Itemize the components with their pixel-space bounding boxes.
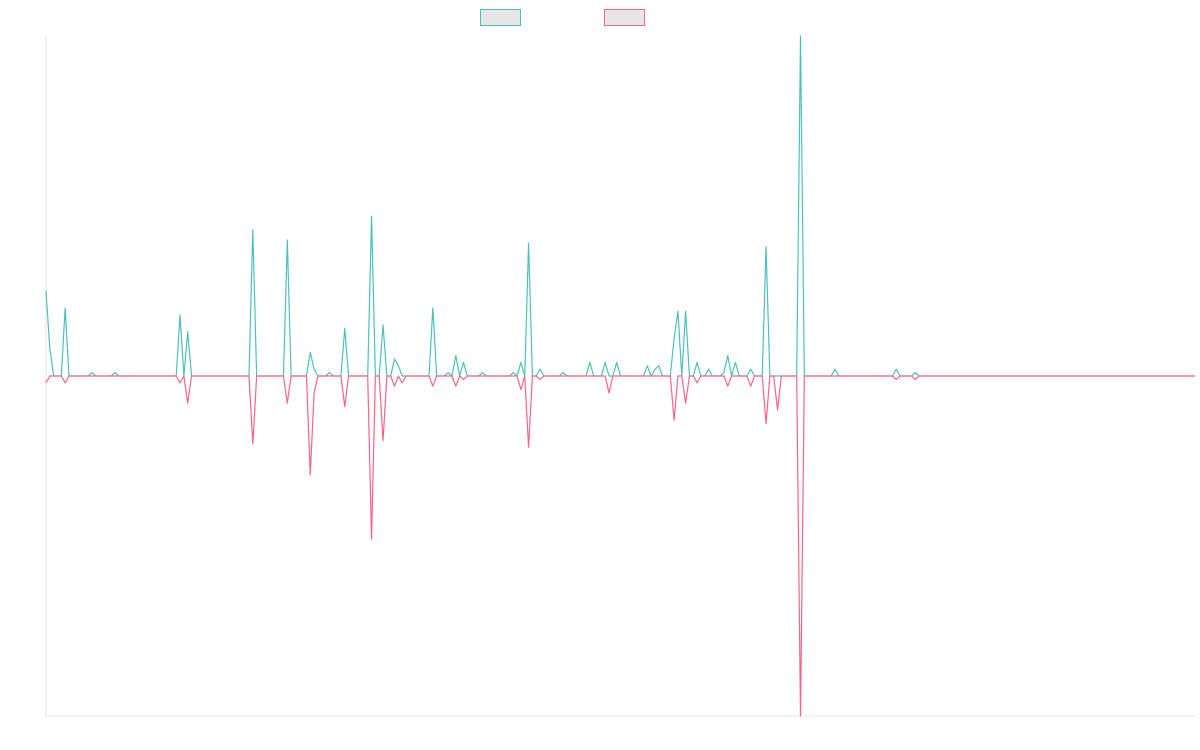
axes: [45, 36, 1195, 717]
series-layer: [45, 35, 1195, 717]
legend-swatch-2: [604, 9, 645, 26]
legend-item-2[interactable]: [604, 9, 645, 26]
legend-item-1[interactable]: [480, 9, 521, 26]
series-line-2: [45, 375, 1195, 717]
legend-swatch-1: [480, 9, 521, 26]
legend[interactable]: [480, 9, 645, 26]
series-line-1: [45, 35, 1195, 377]
